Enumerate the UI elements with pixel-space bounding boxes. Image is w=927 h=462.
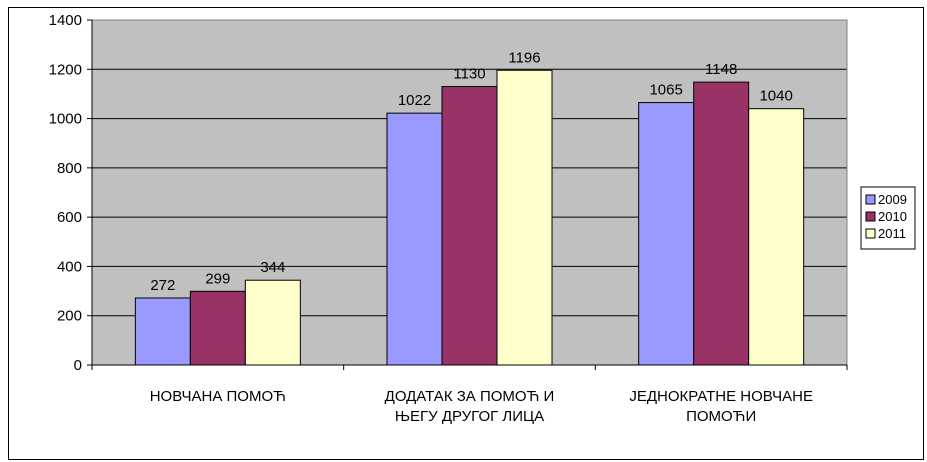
bar [496,69,553,366]
x-tick-label-line: НОВЧАНА ПОМОЋ [150,388,286,405]
bar [693,81,750,366]
bar [189,290,246,366]
data-label: 1196 [508,49,540,66]
legend-label: 2009 [878,192,907,207]
legend-swatch [865,228,876,239]
x-tick-label-line: ДОДАТАК ЗА ПОМОЋ И [385,388,555,405]
y-tick-label: 1000 [49,111,82,128]
legend-label: 2010 [878,209,907,224]
y-tick-label: 200 [57,308,82,325]
bar [386,112,443,366]
y-tick-label: 600 [57,209,82,226]
x-tick-label-line: ПОМОЋИ [686,408,756,425]
y-tick-label: 1200 [49,61,82,78]
y-tick-label: 1400 [49,12,82,29]
bar [134,297,191,366]
x-tick-label: ЈЕДНОКРАТНЕ НОВЧАНЕ ПОМОЋИ [629,388,813,425]
x-tick-label-line: ЊЕГУ ДРУГОГ ЛИЦА [395,408,544,425]
data-label: 272 [150,277,175,294]
data-label: 344 [260,259,285,276]
bar [748,108,805,366]
data-label: 299 [205,270,230,287]
x-tick-label: НОВЧАНА ПОМОЋ [150,388,286,405]
x-tick-label-line: ЈЕДНОКРАТНЕ НОВЧАНЕ [629,388,813,405]
legend-swatch [865,211,876,222]
legend: 2009 2010 2011 [860,186,916,250]
y-tick-label: 800 [57,160,82,177]
y-tick-label: 0 [74,357,82,374]
plot-area: 0 200 400 600 800 1000 1200 1400 272 299 344 НОВЧАН… [49,12,848,425]
legend-swatch [865,194,876,205]
bar [244,279,301,366]
data-label: 1040 [759,88,792,105]
data-label: 1065 [649,82,682,99]
legend-label: 2011 [878,226,906,241]
y-tick-label: 400 [57,258,82,275]
x-tick-label: ДОДАТАК ЗА ПОМОЋ И ЊЕГУ ДРУГОГ ЛИЦА [385,388,555,425]
bar [638,102,695,366]
data-label: 1022 [398,92,431,109]
data-label: 1130 [453,66,485,83]
bar [441,86,498,366]
data-label: 1148 [705,61,737,78]
